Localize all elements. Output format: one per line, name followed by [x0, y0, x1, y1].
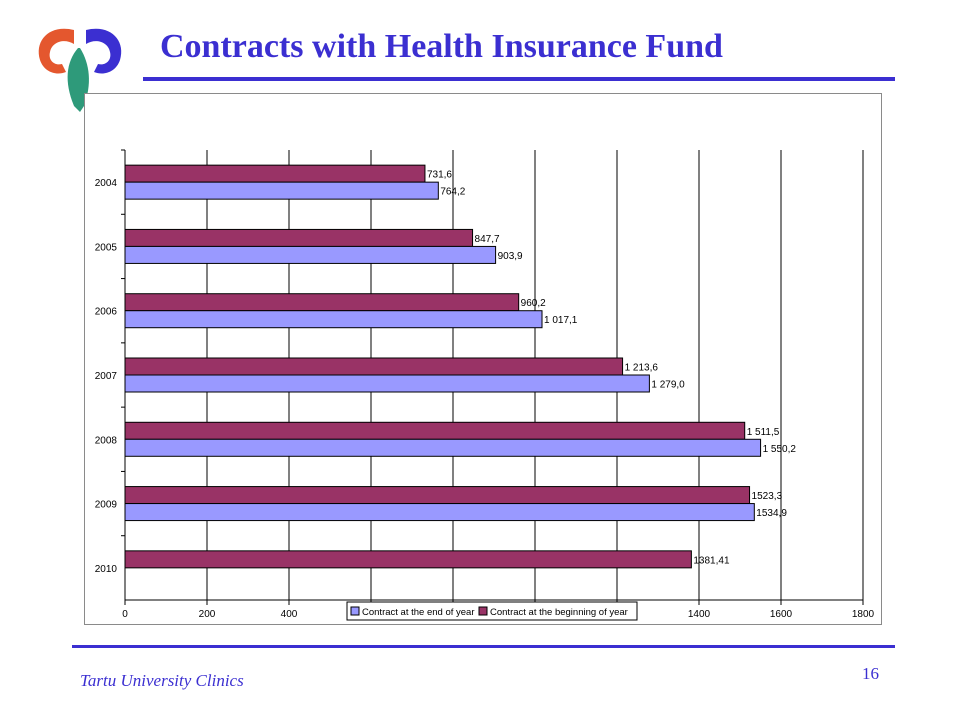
x-tick-label: 0 — [122, 609, 128, 620]
data-label: 1381,41 — [693, 555, 730, 566]
title-underline — [143, 77, 895, 81]
x-tick-label: 200 — [199, 609, 216, 620]
bar — [124, 357, 624, 376]
data-label: 1 213,6 — [625, 363, 659, 374]
page-number: 16 — [862, 664, 879, 683]
x-tick-label: 400 — [281, 609, 298, 620]
data-label: 1 511,5 — [747, 427, 780, 438]
bar — [124, 164, 426, 183]
legend-label: Contract at the beginning of year — [490, 607, 628, 618]
x-tick-label: 1400 — [688, 609, 711, 620]
bar — [124, 310, 543, 329]
legend-swatch — [350, 606, 360, 616]
logo-red-loop — [38, 28, 74, 74]
bar — [124, 503, 755, 522]
bar — [124, 181, 439, 200]
data-label: 731,6 — [427, 170, 452, 181]
bar — [124, 421, 746, 440]
x-tick-label: 1800 — [852, 609, 875, 620]
data-label: 1 279,0 — [651, 380, 685, 391]
y-tick-label: 2007 — [95, 371, 118, 382]
bar — [124, 293, 520, 312]
y-tick-label: 2005 — [95, 242, 118, 253]
bar-chart: 0200400600800100012001400160018002004731… — [95, 149, 875, 621]
y-tick-label: 2004 — [95, 178, 118, 189]
legend-label: Contract at the end of year — [362, 607, 474, 618]
legend-swatch — [478, 606, 488, 616]
legend — [346, 601, 638, 621]
bar — [124, 245, 497, 264]
bar — [124, 438, 762, 457]
y-tick-label: 2006 — [95, 307, 118, 318]
logo-green-leaf — [67, 48, 89, 112]
y-tick-label: 2010 — [95, 564, 118, 575]
x-tick-label: 1600 — [770, 609, 793, 620]
y-tick-label: 2009 — [95, 500, 118, 511]
footer-rule — [72, 645, 895, 648]
bar — [124, 550, 692, 569]
y-tick-label: 2008 — [95, 435, 118, 446]
footer-text: Tartu University Clinics — [80, 671, 244, 690]
data-label: 1534,9 — [756, 508, 787, 519]
data-label: 903,9 — [498, 251, 523, 262]
tartu-university-clinics-logo-icon — [38, 28, 122, 112]
data-label: 1 017,1 — [544, 315, 578, 326]
data-label: 1523,3 — [752, 491, 783, 502]
data-label: 764,2 — [440, 187, 465, 198]
data-label: 1 550,2 — [763, 444, 797, 455]
chart-frame: 0200400600800100012001400160018002004731… — [84, 93, 882, 625]
bar — [124, 486, 751, 505]
bar — [124, 374, 650, 393]
page-title: Contracts with Health Insurance Fund — [160, 28, 723, 65]
data-label: 960,2 — [521, 298, 546, 309]
bar — [124, 228, 474, 247]
logo-blue-loop — [86, 28, 122, 74]
data-label: 847,7 — [475, 234, 500, 245]
